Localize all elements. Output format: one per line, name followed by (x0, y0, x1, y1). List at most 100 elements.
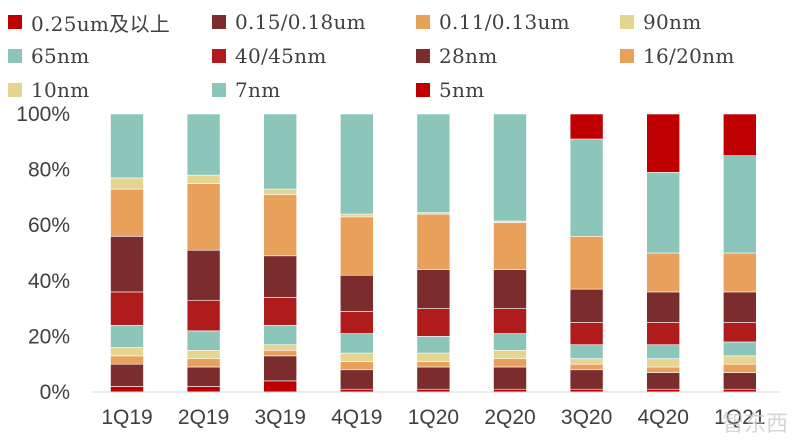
bar-segment (493, 222, 527, 270)
legend-swatch (416, 83, 430, 97)
bar-segment (186, 330, 221, 351)
legend-item-5nm: 5nm (416, 78, 484, 102)
x-tick-label: 1Q19 (101, 406, 152, 429)
legend-label: 40/45nm (235, 44, 327, 68)
bar-segment (186, 349, 221, 359)
bar-segment (646, 172, 681, 254)
x-tick-label: 4Q19 (331, 406, 382, 429)
bar-segment (339, 274, 374, 312)
bar-segment (263, 324, 298, 346)
bar-segment (416, 113, 451, 213)
bar-segment (722, 355, 757, 365)
bar-segment (722, 113, 757, 157)
bar-segment (722, 322, 757, 343)
legend-label: 7nm (235, 78, 281, 102)
bar-segment (263, 255, 298, 298)
bar-segment (493, 113, 527, 222)
x-tick-label: 1Q21 (714, 406, 765, 429)
bar-segment (722, 341, 757, 357)
legend-swatch (8, 49, 22, 63)
legend-item-16-20nm: 16/20nm (620, 44, 735, 68)
bar-segment (339, 369, 374, 390)
bar-segment (339, 311, 374, 334)
bar-segment (722, 252, 757, 293)
legend-item-90nm: 90nm (620, 10, 702, 34)
legend-label: 28nm (439, 44, 498, 68)
bar-segment (646, 252, 681, 293)
bar-segment (186, 299, 221, 332)
bar-segment (722, 372, 757, 390)
legend-label: 0.25um及以上 (31, 11, 171, 36)
bar-segment (569, 322, 604, 346)
chart-legend: 0.25um及以上 0.15/0.18um 0.11/0.13um 90nm 65nm 4… (0, 0, 800, 110)
x-tick-label: 2Q20 (484, 406, 535, 429)
y-tick-label: 60% (28, 214, 70, 237)
bar-segment (569, 363, 604, 371)
legend-item-40-45nm: 40/45nm (212, 44, 327, 68)
legend-label: 90nm (643, 10, 702, 34)
legend-item-0-25um-: 0.25um及以上 (8, 10, 171, 36)
bar-segment (263, 188, 298, 195)
bar-segment (569, 138, 604, 237)
bar-segment (646, 291, 681, 323)
legend-label: 65nm (31, 44, 90, 68)
bar-segment (263, 113, 298, 190)
bar-segment (110, 291, 144, 326)
bar-segment (186, 249, 221, 301)
bar-segment (339, 213, 374, 218)
bar-segment (339, 361, 374, 371)
x-tick-label: 2Q19 (178, 406, 229, 429)
legend-item-65nm: 65nm (8, 44, 90, 68)
legend-label: 16/20nm (643, 44, 735, 68)
legend-item-28nm: 28nm (416, 44, 498, 68)
legend-item-0-15-0-18um: 0.15/0.18um (212, 10, 366, 34)
bar-segment (263, 355, 298, 382)
bar-segment (263, 349, 298, 357)
bar-segment (646, 322, 681, 346)
legend-item-0-11-0-13um: 0.11/0.13um (416, 10, 570, 34)
watermark: 智东西 (721, 412, 788, 437)
bar-segment (646, 344, 681, 359)
legend-label: 5nm (439, 78, 485, 102)
legend-swatch (212, 49, 226, 63)
bar-segment (110, 236, 144, 293)
bar-segment (569, 344, 604, 359)
legend-item-10nm: 10nm (8, 78, 90, 102)
legend-swatch (212, 15, 226, 29)
bar-segment (569, 113, 604, 140)
bar-segment (186, 358, 221, 368)
legend-swatch (620, 15, 634, 29)
legend-item-7nm: 7nm (212, 78, 280, 102)
bar-segment (646, 372, 681, 390)
bar-segment (722, 155, 757, 254)
legend-label: 0.15/0.18um (235, 10, 366, 34)
bar-segment (569, 369, 604, 390)
y-tick-label: 40% (28, 270, 70, 293)
bar-segment (493, 358, 527, 368)
bar-segment (263, 297, 298, 326)
legend-swatch (620, 49, 634, 63)
bar-segment (493, 308, 527, 334)
bar-segment (339, 216, 374, 276)
legend-swatch (416, 49, 430, 63)
bar-segment (110, 347, 144, 357)
legend-swatch (212, 83, 226, 97)
bar-segment (339, 113, 374, 215)
bar-segment (722, 363, 757, 373)
legend-swatch (8, 83, 22, 97)
bar-segment (416, 366, 451, 390)
bar-segment (646, 366, 681, 373)
x-tick-label: 3Q20 (561, 406, 612, 429)
bar-segment (263, 344, 298, 351)
x-tick-label: 4Q20 (638, 406, 689, 429)
bar-segment (493, 269, 527, 309)
bar-segment (263, 380, 298, 393)
x-tick-label: 1Q20 (408, 406, 459, 429)
bar-segment (569, 358, 604, 365)
bar-segment (339, 352, 374, 362)
legend-label: 10nm (31, 78, 90, 102)
bar-segment (416, 213, 451, 270)
bar-segment (569, 236, 604, 290)
legend-label: 0.11/0.13um (439, 10, 570, 34)
bar-segment (493, 349, 527, 359)
